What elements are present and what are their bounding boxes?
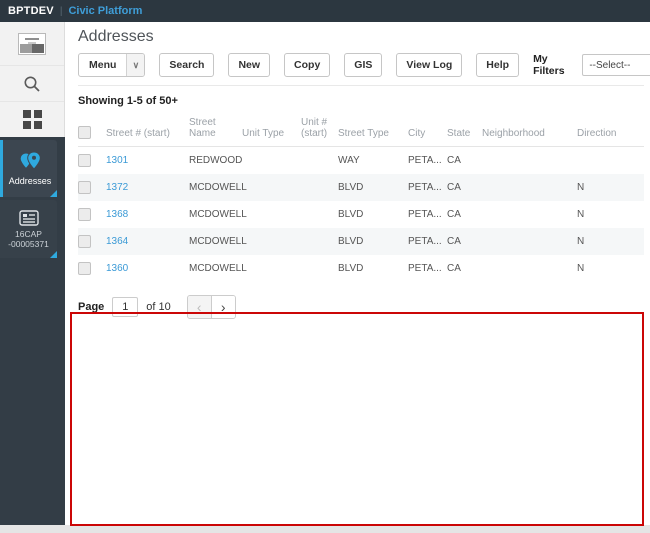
- next-page-icon: ›: [220, 299, 226, 315]
- page-label: Page: [78, 301, 105, 313]
- new-button[interactable]: New: [228, 53, 271, 77]
- chevron-down-icon: ∨: [126, 54, 145, 76]
- sidebar-tile-record[interactable]: 16CAP -00005371: [0, 200, 57, 258]
- results-summary: Showing 1-5 of 50+: [78, 95, 178, 107]
- page-title: Addresses: [78, 28, 154, 45]
- addresses-pins-icon: [19, 151, 41, 170]
- view-log-button[interactable]: View Log: [396, 53, 463, 77]
- col-city: City: [408, 107, 447, 147]
- col-unit-start: Unit # (start): [301, 107, 338, 147]
- search-button[interactable]: Search: [159, 53, 215, 77]
- sidebar-tile-addresses[interactable]: Addresses: [0, 140, 57, 197]
- row-checkbox[interactable]: [78, 181, 91, 194]
- main-content: Addresses Menu ∨ Search New Copy GIS Vie…: [65, 22, 650, 525]
- brand-separator: |: [59, 5, 63, 17]
- my-filters-label: My Filters: [533, 53, 565, 77]
- help-button[interactable]: Help: [476, 53, 520, 77]
- record-icon: [18, 209, 39, 226]
- col-neighborhood: Neighborhood: [482, 107, 577, 147]
- my-filters-group: My Filters --Select-- ▾: [533, 53, 650, 77]
- table-header-row: Street # (start) Street Name Unit Type U…: [78, 107, 644, 147]
- table-row: 1301 REDWOOD WAY PETA... CA: [78, 147, 644, 175]
- toolbar: Menu ∨ Search New Copy GIS View Log Help…: [78, 53, 650, 77]
- product-name: Civic Platform: [68, 5, 143, 17]
- top-bar: BPTDEV | Civic Platform: [0, 0, 650, 22]
- street-number-link[interactable]: 1360: [106, 263, 129, 274]
- sidebar-item-launchpad[interactable]: [0, 22, 64, 66]
- row-checkbox[interactable]: [78, 208, 91, 221]
- col-street-number: Street # (start): [106, 107, 189, 147]
- street-number-link[interactable]: 1364: [106, 236, 129, 247]
- row-checkbox[interactable]: [78, 262, 91, 275]
- table-row: 1360 MCDOWELL BLVD PETA... CA N: [78, 255, 644, 282]
- col-unit-type: Unit Type: [242, 107, 301, 147]
- search-icon: [24, 76, 40, 92]
- toolbar-divider: [78, 85, 644, 86]
- gis-button[interactable]: GIS: [344, 53, 383, 77]
- footer-strip: [0, 525, 650, 533]
- col-street-type: Street Type: [338, 107, 408, 147]
- col-street-name: Street Name: [189, 107, 242, 147]
- select-all-checkbox[interactable]: [78, 126, 91, 139]
- annotation-highlight-box: [70, 312, 644, 526]
- row-checkbox[interactable]: [78, 154, 91, 167]
- launchpad-icon: [18, 32, 46, 55]
- my-filters-select[interactable]: --Select-- ▾: [582, 54, 650, 76]
- sidebar-item-apps[interactable]: [0, 102, 64, 137]
- page-count-label: of 10: [146, 301, 171, 313]
- sidebar-item-search[interactable]: [0, 66, 64, 102]
- addresses-tile-label: Addresses: [8, 175, 52, 186]
- col-state: State: [447, 107, 482, 147]
- menu-button[interactable]: Menu ∨: [78, 53, 146, 77]
- col-direction: Direction: [577, 107, 644, 147]
- my-filters-selected-value: --Select--: [589, 59, 631, 71]
- row-checkbox[interactable]: [78, 235, 91, 248]
- prev-page-icon: ‹: [196, 299, 202, 315]
- street-number-link[interactable]: 1301: [106, 155, 129, 166]
- sidebar-top-section: [0, 22, 65, 137]
- street-number-link[interactable]: 1372: [106, 182, 129, 193]
- table-row: 1368 MCDOWELL BLVD PETA... CA N: [78, 201, 644, 228]
- record-tile-id-line2: -00005371: [8, 238, 49, 249]
- street-number-link[interactable]: 1368: [106, 209, 129, 220]
- copy-button[interactable]: Copy: [284, 53, 331, 77]
- record-tile-id-line1: 16CAP: [15, 228, 42, 239]
- table-row: 1372 MCDOWELL BLVD PETA... CA N: [78, 174, 644, 201]
- apps-grid-icon: [22, 110, 42, 129]
- sidebar-dark-section: Addresses 16CAP -00005371: [0, 137, 65, 525]
- addresses-table: Street # (start) Street Name Unit Type U…: [78, 107, 644, 282]
- menu-button-label: Menu: [89, 59, 117, 71]
- environment-name: BPTDEV: [8, 5, 54, 17]
- table-row: 1364 MCDOWELL BLVD PETA... CA N: [78, 228, 644, 255]
